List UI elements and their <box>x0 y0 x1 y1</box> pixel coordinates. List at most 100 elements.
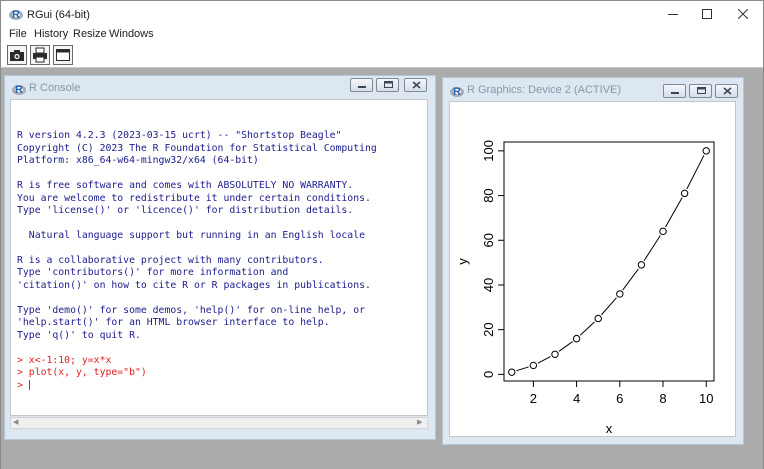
console-output-line: Natural language support but running in … <box>17 230 377 242</box>
data-point <box>529 361 538 370</box>
series-line-segment <box>516 366 529 372</box>
close-icon <box>723 87 732 95</box>
series-line-segment <box>665 197 683 228</box>
console-close-button[interactable] <box>404 78 427 92</box>
close-icon <box>412 81 421 89</box>
console-line-text <box>17 218 23 229</box>
graphics-minimize-button[interactable] <box>663 84 686 98</box>
data-point <box>702 147 710 155</box>
x-tick-label: 6 <box>616 391 623 406</box>
console-line-text <box>17 342 23 353</box>
console-window[interactable]: R R Console R version 4.2.3 (2023-03-15 … <box>4 75 436 440</box>
console-output-line: 'help.start()' for an HTML browser inter… <box>17 317 377 329</box>
r-logo-icon: R <box>450 86 464 98</box>
console-line-text <box>17 243 23 254</box>
console-line-text: > x<-1:10; y=x*x <box>17 354 112 366</box>
console-line-text: R is free software and comes with ABSOLU… <box>17 180 354 192</box>
graphics-close-button[interactable] <box>715 84 738 98</box>
print-button[interactable] <box>30 45 50 65</box>
console-line-text: R version 4.2.3 (2023-03-15 ucrt) -- "Sh… <box>17 130 342 142</box>
plot-canvas[interactable]: 2 4 6 8 10 x 0 20 40 60 80 100 y <box>449 101 736 437</box>
console-line-text: Natural language support but running in … <box>17 230 365 242</box>
menu-windows[interactable]: Windows <box>109 28 154 40</box>
console-output-line: R version 4.2.3 (2023-03-15 ucrt) -- "Sh… <box>17 130 377 142</box>
console-minimize-button[interactable] <box>350 78 373 92</box>
console-output-line: Copyright (C) 2023 The R Foundation for … <box>17 143 377 155</box>
print-icon <box>33 47 47 63</box>
console-output-line: Type 'license()' or 'licence()' for dist… <box>17 205 377 217</box>
x-tick-label: 4 <box>573 391 580 406</box>
title-bar: R RGui (64-bit) <box>1 1 763 29</box>
open-script-button[interactable] <box>7 45 27 65</box>
console-output-line: Type 'demo()' for some demos, 'help()' f… <box>17 305 377 317</box>
series-line-segment <box>643 235 661 261</box>
console-line-text: Type 'demo()' for some demos, 'help()' f… <box>17 304 365 316</box>
console-output-line <box>17 218 377 230</box>
console-output-line <box>17 168 377 180</box>
x-tick-label: 10 <box>699 391 713 406</box>
menu-file[interactable]: File <box>9 28 27 40</box>
series-line-segment <box>579 321 595 336</box>
y-tick-label: 100 <box>481 140 496 162</box>
console-output-line: You are welcome to redistribute it under… <box>17 193 377 205</box>
menu-history[interactable]: History <box>34 28 69 40</box>
console-output-line <box>17 243 377 255</box>
console-title: R Console <box>29 82 81 94</box>
series-line-segment <box>537 356 551 364</box>
data-point <box>680 189 689 198</box>
window-icon <box>56 49 70 61</box>
r-logo-icon: R <box>12 84 26 96</box>
restore-icon <box>697 87 706 94</box>
text-cursor <box>28 379 30 390</box>
data-point <box>594 314 602 323</box>
console-line-text: Type 'license()' or 'licence()' for dist… <box>17 205 354 217</box>
console-restore-button[interactable] <box>376 78 399 92</box>
x-tick-label: 2 <box>530 391 537 406</box>
x-tick-label: 8 <box>659 391 666 406</box>
console-output-line: 'citation()' on how to cite R or R packa… <box>17 280 377 292</box>
plot-box <box>503 141 715 382</box>
data-point <box>572 334 581 343</box>
console-input-line: > <box>17 379 377 392</box>
mdi-workspace: R R Console R version 4.2.3 (2023-03-15 … <box>1 68 763 469</box>
console-line-text: Copyright (C) 2023 The R Foundation for … <box>17 142 377 154</box>
y-tick-label: 80 <box>481 188 496 202</box>
data-point <box>616 290 624 298</box>
maximize-button[interactable] <box>693 5 721 25</box>
console-line-text <box>17 292 23 303</box>
console-line-text: 'citation()' on how to cite R or R packa… <box>17 279 371 291</box>
menu-bar: File History Resize Windows <box>1 28 763 43</box>
series-line-segment <box>601 297 617 316</box>
console-line-text: Platform: x86_64-w64-mingw32/x64 (64-bit… <box>17 155 259 167</box>
graphics-restore-button[interactable] <box>689 84 712 98</box>
console-output-line: R is free software and comes with ABSOLU… <box>17 180 377 192</box>
console-line-text: 'help.start()' for an HTML browser inter… <box>17 317 330 329</box>
maximize-icon <box>702 9 712 19</box>
console-line-text: > <box>17 379 29 391</box>
scroll-right-icon[interactable]: ▶ <box>417 419 423 426</box>
console-line-text: Type 'contributors()' for more informati… <box>17 267 289 279</box>
series-line-segment <box>622 268 639 291</box>
graphics-window[interactable]: R R Graphics: Device 2 (ACTIVE) 2 4 6 8 10 x 0… <box>442 77 744 445</box>
minimize-icon <box>358 86 366 88</box>
console-output-line: Platform: x86_64-w64-mingw32/x64 (64-bit… <box>17 155 377 167</box>
console-line-text: You are welcome to redistribute it under… <box>17 192 371 204</box>
console-text[interactable]: R version 4.2.3 (2023-03-15 ucrt) -- "Sh… <box>17 118 377 392</box>
console-output-line: R is a collaborative project with many c… <box>17 255 377 267</box>
y-tick-label: 40 <box>481 278 496 292</box>
graphics-title: R Graphics: Device 2 (ACTIVE) <box>467 84 622 96</box>
y-tick-label: 60 <box>481 233 496 247</box>
minimize-button[interactable] <box>659 5 687 25</box>
console-output[interactable]: R version 4.2.3 (2023-03-15 ucrt) -- "Sh… <box>10 99 428 416</box>
close-button[interactable] <box>729 5 757 25</box>
console-line-text <box>17 118 23 129</box>
window-button[interactable] <box>53 45 73 65</box>
console-line-text: R is a collaborative project with many c… <box>17 254 324 266</box>
scroll-left-icon[interactable]: ◀ <box>13 419 19 426</box>
data-point <box>551 350 559 358</box>
menu-resize[interactable]: Resize <box>73 28 107 40</box>
console-input-line: > x<-1:10; y=x*x <box>17 355 377 367</box>
open-script-icon <box>10 50 24 61</box>
horizontal-scrollbar[interactable]: ◀ ▶ <box>10 417 428 429</box>
